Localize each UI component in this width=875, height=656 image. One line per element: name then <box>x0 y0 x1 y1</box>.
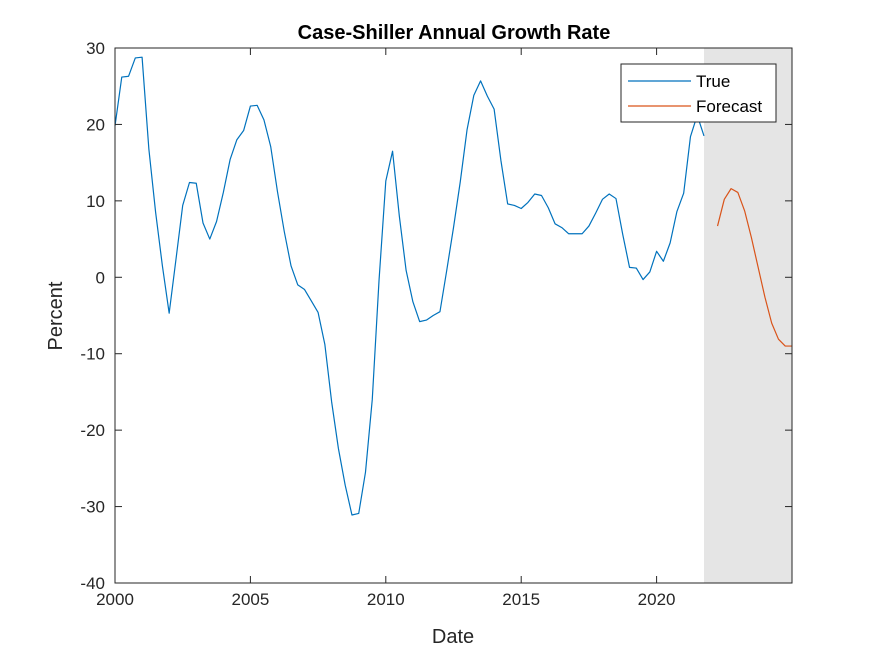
y-tick-label: 30 <box>86 39 105 58</box>
y-tick-label: -20 <box>80 421 105 440</box>
forecast-shaded-region <box>703 48 792 583</box>
series-line-forecast <box>716 188 792 347</box>
legend-label-true: True <box>696 72 730 91</box>
y-tick-label: -30 <box>80 498 105 517</box>
chart-title: Case-Shiller Annual Growth Rate <box>298 22 611 44</box>
y-tick-label: 20 <box>86 115 105 134</box>
y-tick-label: -10 <box>80 345 105 364</box>
x-tick-label: 2015 <box>502 590 540 609</box>
y-tick-label: 0 <box>96 268 105 287</box>
legend: True Forecast <box>620 63 777 123</box>
axes-box <box>114 47 793 584</box>
x-tick-label: 2010 <box>367 590 405 609</box>
y-axis-label: Percent <box>45 281 67 350</box>
x-tick-label: 2005 <box>231 590 269 609</box>
plot-area: 2000 2005 2010 2015 2020 -40 -30 -20 -10 0 10 20 30 <box>80 39 793 609</box>
series-line-true <box>114 56 705 516</box>
y-tick-label: -40 <box>80 574 105 593</box>
x-axis-label: Date <box>432 626 474 648</box>
plot-background <box>115 48 792 583</box>
y-tick-label: 10 <box>86 192 105 211</box>
legend-box <box>620 63 777 123</box>
x-tick-label: 2020 <box>638 590 676 609</box>
legend-label-forecast: Forecast <box>696 97 762 116</box>
x-tick-label: 2000 <box>96 590 134 609</box>
